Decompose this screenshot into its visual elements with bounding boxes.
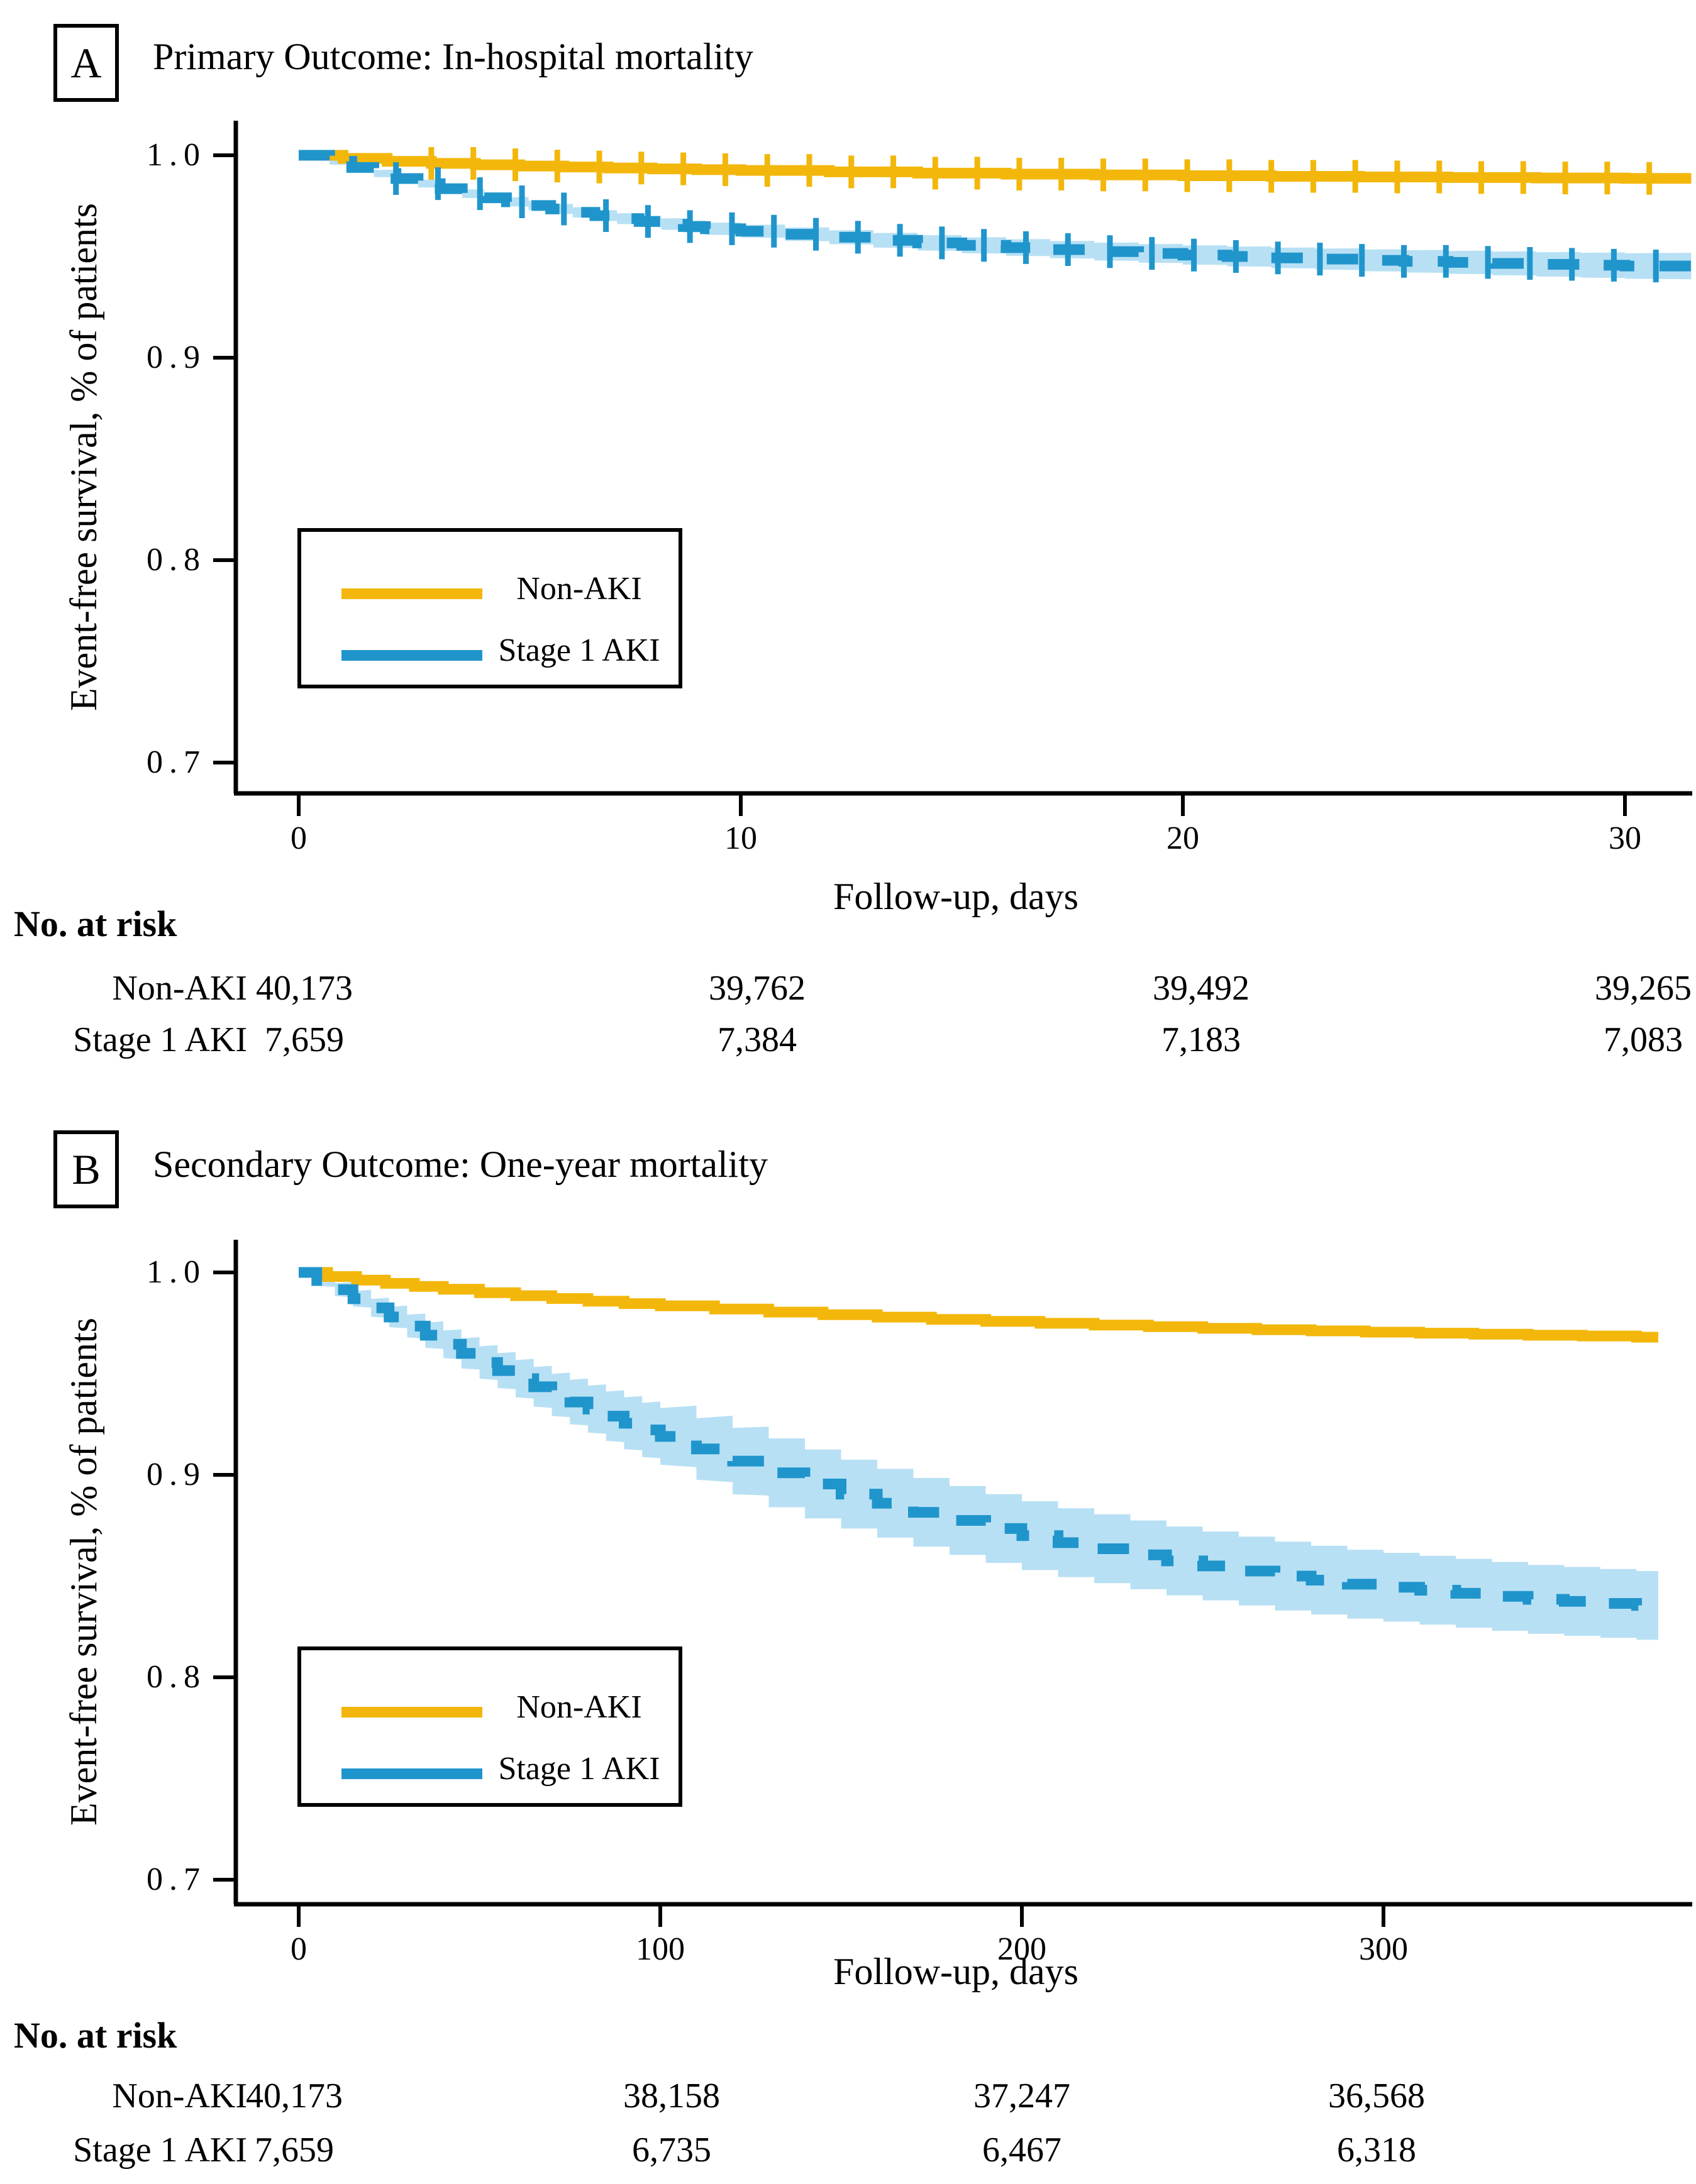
panel-b-risk-header: No. at risk: [14, 2015, 177, 2056]
legend-label-non-aki: Non-AKI: [516, 1689, 642, 1725]
panel-a-ytick-0.8: 0.8: [147, 542, 206, 578]
panel-a-title: Primary Outcome: In-hospital mortality: [153, 36, 753, 77]
risk-value: 39,492: [1153, 969, 1250, 1008]
panel-b-xtick-100: 100: [636, 1931, 685, 1967]
risk-value: 7,083: [1604, 1020, 1683, 1059]
risk-value: 7,659: [255, 2131, 334, 2170]
km-curve-Non-AKI: [299, 1267, 1658, 1343]
km-plot-panel-b: [213, 1240, 1692, 1927]
panel-a-xtick-10: 10: [724, 820, 757, 856]
risk-value: 38,158: [623, 2076, 720, 2115]
risk-row-label: Non-AKI: [112, 2076, 247, 2115]
panel-b-xtick-200: 200: [997, 1931, 1046, 1967]
panel-a-xtick-30: 30: [1609, 820, 1641, 856]
panel-b-xtick-300: 300: [1359, 1931, 1408, 1967]
risk-value: 37,247: [973, 2076, 1070, 2115]
legend-line-stage1-aki: [341, 1768, 482, 1779]
panel-b-ytick-0.9: 0.9: [147, 1457, 206, 1492]
panel-b-title: Secondary Outcome: One-year mortality: [153, 1144, 768, 1185]
risk-value: 36,568: [1328, 2076, 1425, 2115]
risk-value: 40,173: [246, 2076, 343, 2115]
risk-value: 7,659: [265, 1020, 344, 1059]
panel-b-ytick-0.8: 0.8: [147, 1659, 206, 1695]
risk-row-label: Stage 1 AKI: [73, 2131, 247, 2170]
risk-value: 39,762: [709, 969, 806, 1008]
panel-b-label-box: B: [53, 1130, 119, 1208]
risk-value: 39,265: [1595, 969, 1692, 1008]
legend-label-stage1-aki: Stage 1 AKI: [498, 1751, 660, 1787]
risk-value: 7,384: [718, 1020, 797, 1059]
panel-a-xtick-0: 0: [291, 820, 307, 856]
panel-a-legend: Non-AKI Stage 1 AKI: [297, 528, 682, 688]
panel-a-y-axis-title-text: Event-free survival, % of patients: [62, 202, 104, 712]
km-curve-Stage 1 AKI: [299, 150, 1692, 272]
legend-label-non-aki: Non-AKI: [516, 571, 642, 607]
panel-a-ytick-1.0: 1.0: [147, 137, 206, 173]
panel-a-ytick-0.7: 0.7: [147, 744, 206, 780]
panel-b-ytick-0.7: 0.7: [147, 1861, 206, 1897]
risk-row-label: Stage 1 AKI: [73, 1020, 247, 1059]
panel-a-label: A: [70, 38, 102, 87]
risk-value: 40,173: [256, 969, 353, 1008]
legend-label-stage1-aki: Stage 1 AKI: [498, 632, 660, 668]
km-plot-panel-a: [213, 121, 1692, 816]
panel-a-xtick-20: 20: [1167, 820, 1199, 856]
panel-a-ytick-0.9: 0.9: [147, 339, 206, 375]
risk-value: 6,467: [982, 2131, 1061, 2170]
risk-value: 6,318: [1337, 2131, 1416, 2170]
risk-row-label: Non-AKI: [112, 969, 247, 1008]
panel-b-xtick-0: 0: [291, 1931, 307, 1967]
legend-line-non-aki: [341, 1707, 482, 1718]
ci-band-Stage 1 AKI: [299, 1272, 1658, 1640]
panel-b-x-axis-title: Follow-up, days: [833, 1951, 1078, 1992]
panel-a-x-axis-title: Follow-up, days: [833, 876, 1078, 917]
legend-line-non-aki: [341, 588, 482, 599]
panel-b-y-axis-title-text: Event-free survival, % of patients: [62, 1318, 104, 1826]
legend-line-stage1-aki: [341, 650, 482, 661]
panel-b-legend: Non-AKI Stage 1 AKI: [297, 1646, 682, 1807]
km-curve-Non-AKI: [299, 150, 1692, 184]
risk-value: 6,735: [632, 2131, 711, 2170]
panel-a-label-box: A: [53, 24, 119, 102]
panel-a-y-axis-title: Event-free survival, % of patients: [55, 121, 112, 793]
panel-a-risk-header: No. at risk: [14, 903, 177, 944]
panel-b-y-axis-title: Event-free survival, % of patients: [55, 1240, 112, 1904]
risk-value: 7,183: [1161, 1020, 1241, 1059]
panel-b-label: B: [72, 1145, 101, 1193]
panel-b-ytick-1.0: 1.0: [147, 1254, 206, 1290]
